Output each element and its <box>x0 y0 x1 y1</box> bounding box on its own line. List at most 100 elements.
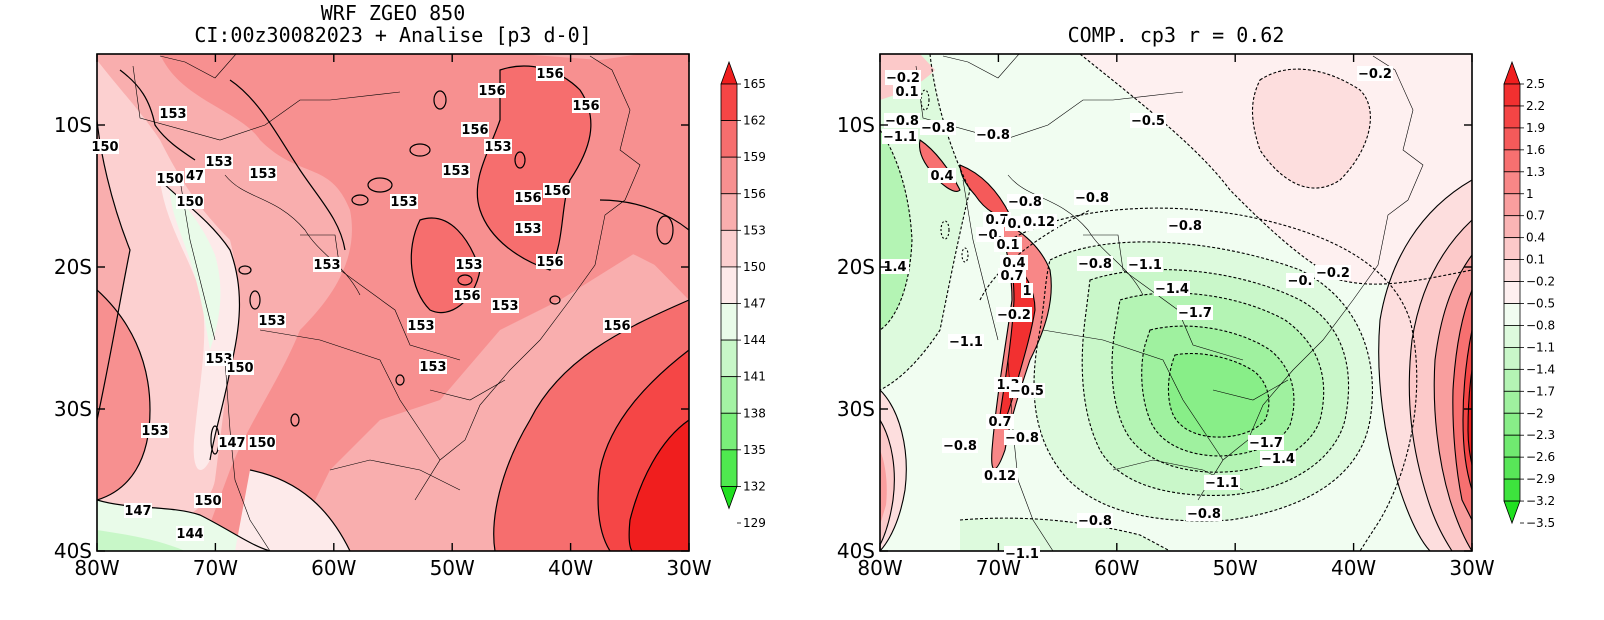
contour-label: −0.8 <box>1078 257 1112 272</box>
contour-label: 147 <box>124 504 151 519</box>
contour-label: −0.8 <box>1005 431 1039 446</box>
colorbar-swatch <box>1503 259 1521 282</box>
contour-label-bg <box>1357 66 1393 81</box>
contour-label-bg <box>484 139 512 154</box>
colorbar-label: 132 <box>743 479 766 493</box>
contour-label: −0.8 <box>1168 219 1202 234</box>
contour-label-bg <box>1315 265 1351 280</box>
y-tick-label: 20S <box>54 255 92 279</box>
left-map-frame <box>96 53 690 552</box>
y-tick-label: 10S <box>54 113 92 137</box>
colorbar-label: −2.9 <box>1526 472 1555 486</box>
contour-label: 150 <box>91 140 118 155</box>
colorbar-label: 135 <box>743 443 766 457</box>
contour-label: 153 <box>514 222 541 237</box>
contour-label-bg <box>536 66 564 81</box>
contour-label-bg <box>942 438 978 453</box>
contour-label: −0.8 <box>1075 191 1109 206</box>
colorbar-swatch <box>720 193 738 231</box>
colorbar-swatch <box>720 412 738 451</box>
contour-label: 153 <box>455 258 482 273</box>
colorbar-swatch <box>720 83 738 121</box>
contour-label-bg <box>986 414 1014 429</box>
contour-label-bg <box>996 307 1032 322</box>
contour-label: 153 <box>249 167 276 182</box>
colorbar-label: 1 <box>1526 187 1534 201</box>
contour-label: 156 <box>543 184 570 199</box>
right-colorbar: 2.5 2.2 1.9 1.6 1.3 1 0.7 0.4 0.1 −0.2 −0.5 −0.8 −1.… <box>1503 60 1555 530</box>
contour-label: 144 <box>176 527 203 542</box>
colorbar-label: 141 <box>743 370 766 384</box>
contour-label-bg <box>1154 281 1190 296</box>
contour-label: 150 <box>248 436 275 451</box>
contour-label: −1.4 <box>1261 452 1295 467</box>
contour-label-bg <box>91 139 119 154</box>
contour-label-bg <box>1204 475 1240 490</box>
left-title-line2: CI:00z30082023 + Analise [p3 d-0] <box>194 23 591 47</box>
x-tick-label: 30W <box>666 556 711 580</box>
colorbar-swatch <box>1503 412 1521 436</box>
colorbar-swatch <box>1503 171 1521 195</box>
contour-label: −1.1 <box>949 335 983 350</box>
colorbar-swatch <box>1503 368 1521 392</box>
contour-label: 0.12 <box>1023 215 1055 230</box>
contour-label: −1.1 <box>1128 258 1162 273</box>
x-tick-label: 80W <box>74 556 119 580</box>
contour-label-bg <box>1077 256 1113 271</box>
colorbar-swatch <box>1503 434 1521 458</box>
contour-label: 156 <box>461 123 488 138</box>
contour-label: 153 <box>491 299 518 314</box>
contour-label-bg <box>572 98 600 113</box>
colorbar-swatch <box>1503 346 1521 370</box>
contour-label: 153 <box>141 424 168 439</box>
contour-label-bg <box>194 493 222 508</box>
contour-label: −0.8 <box>1078 514 1112 529</box>
colorbar-label: −1.1 <box>1526 340 1555 354</box>
contour-label-bg <box>1004 430 1040 445</box>
x-tick-label: 30W <box>1449 556 1494 580</box>
colorbar-swatch <box>720 229 738 268</box>
contour-label-bg <box>248 435 276 450</box>
colorbar-bottom-arrow <box>1503 500 1521 525</box>
contour-label: 0.7 <box>1000 269 1023 284</box>
contour-label-bg <box>218 435 246 450</box>
right-contour-labels: −0.20.1−0.8−1.1−0.8 −0.8−0.5−0.20.4−0.8 −0… <box>881 66 1393 562</box>
right-map-fields <box>880 54 1472 551</box>
colorbar-bottom-arrow <box>720 486 738 510</box>
contour-label: 153 <box>407 319 434 334</box>
contour-label: 150 <box>226 361 253 376</box>
left-axis-ticks: 80W 70W 60W 50W 40W 30W 10S 20S 30S 40S <box>54 54 712 580</box>
contour-label-bg <box>1074 190 1110 205</box>
contour-label: −0.5 <box>1010 384 1044 399</box>
contour-label-bg <box>998 268 1026 283</box>
contour-label: 153 <box>258 314 285 329</box>
colorbar-label: 156 <box>743 187 766 201</box>
contour-label-bg <box>313 257 341 272</box>
colorbar-swatch <box>1503 456 1521 480</box>
contour-label-bg <box>603 318 631 333</box>
left-map-panel: WRF ZGEO 850 CI:00z30082023 + Analise [p… <box>54 1 766 580</box>
colorbar-swatch <box>1503 127 1521 151</box>
colorbar-label: 1.3 <box>1526 165 1545 179</box>
x-tick-label: 70W <box>193 556 238 580</box>
colorbar-swatch <box>720 339 738 378</box>
contour-label: −1.4 <box>1155 282 1189 297</box>
contour-label-bg <box>543 183 571 198</box>
contour-label-bg <box>1021 214 1057 229</box>
contour-label-bg <box>1007 194 1043 209</box>
colorbar-label: 1.6 <box>1526 143 1545 157</box>
contour-label: 153 <box>205 155 232 170</box>
contour-label: −0.2 <box>1316 266 1350 281</box>
contour-label: 0.12 <box>984 469 1016 484</box>
contour-label-bg <box>1000 255 1028 270</box>
contour-label: 156 <box>453 289 480 304</box>
contour-label-bg <box>390 194 418 209</box>
contour-label-bg <box>249 166 277 181</box>
right-map-frame <box>879 53 1473 552</box>
contour-label-bg <box>185 168 205 183</box>
colorbar-label: −3.2 <box>1526 494 1555 508</box>
contour-label: 47 <box>186 169 204 184</box>
contour-label-bg <box>1077 513 1113 528</box>
x-tick-label: 60W <box>1094 556 1139 580</box>
colorbar-label: 129 <box>743 516 766 530</box>
